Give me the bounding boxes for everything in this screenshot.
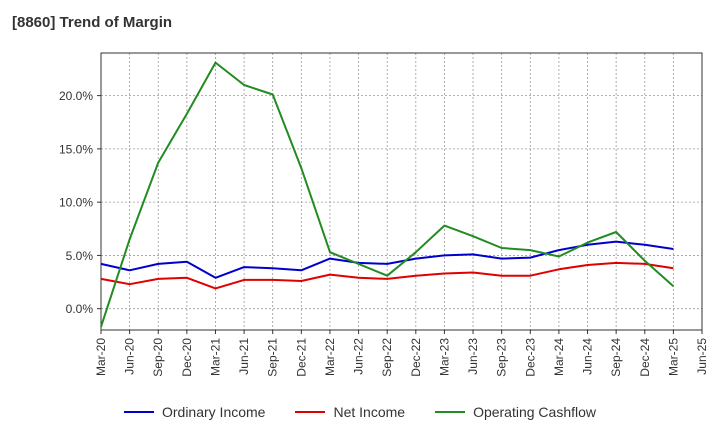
plot-frame (100, 52, 703, 331)
chart-title: [8860] Trend of Margin (12, 14, 173, 31)
y-tick-label: 15.0% (59, 142, 93, 156)
x-tick-label: Mar-20 (94, 338, 108, 376)
x-tick-label: Mar-24 (552, 338, 566, 376)
legend-label-ordinary-income: Ordinary Income (161, 404, 266, 420)
legend-label-operating-cashflow: Operating Cashflow (473, 404, 597, 420)
x-tick-label: Jun-23 (466, 338, 480, 375)
legend-swatch-operating-cashflow (435, 411, 466, 413)
legend-swatch-ordinary-income (123, 411, 154, 413)
x-tick-label: Dec-20 (180, 338, 194, 377)
legend-label-net-income: Net Income (333, 404, 406, 420)
x-tick-label: Mar-23 (437, 338, 451, 376)
x-tick-label: Mar-25 (666, 338, 680, 376)
x-tick-label: Jun-20 (123, 338, 137, 375)
y-tick-label: 0.0% (66, 302, 94, 316)
x-tick-label: Mar-21 (208, 338, 222, 376)
series-line-operating-cashflow (100, 61, 675, 328)
x-tick-label: Sep-20 (151, 338, 165, 377)
x-tick-label: Dec-24 (638, 338, 652, 377)
x-tick-label: Dec-23 (523, 338, 537, 377)
y-tick-label: 20.0% (59, 89, 93, 103)
y-tick-label: 10.0% (59, 196, 93, 210)
x-tick-label: Dec-21 (294, 338, 308, 377)
legend-item-net-income: Net Income (295, 404, 405, 420)
x-tick-label: Jun-24 (581, 338, 595, 375)
series-line-net-income (100, 261, 674, 290)
legend: Ordinary Income Net Income Operating Cas… (0, 404, 720, 420)
x-tick-label: Jun-22 (352, 338, 366, 375)
x-tick-label: Sep-23 (495, 338, 509, 377)
x-tick-label: Sep-24 (609, 338, 623, 377)
x-tick-label: Mar-22 (323, 338, 337, 376)
legend-item-ordinary-income: Ordinary Income (123, 404, 266, 420)
x-tick-label: Dec-22 (409, 338, 423, 377)
x-tick-label: Jun-21 (237, 338, 251, 375)
x-tick-label: Sep-22 (380, 338, 394, 377)
x-tick-label: Jun-25 (695, 338, 709, 375)
plot-area (101, 53, 702, 330)
legend-swatch-net-income (295, 411, 326, 413)
legend-item-operating-cashflow: Operating Cashflow (435, 404, 596, 420)
x-tick-label: Sep-21 (266, 338, 280, 377)
y-tick-label: 5.0% (66, 249, 94, 263)
